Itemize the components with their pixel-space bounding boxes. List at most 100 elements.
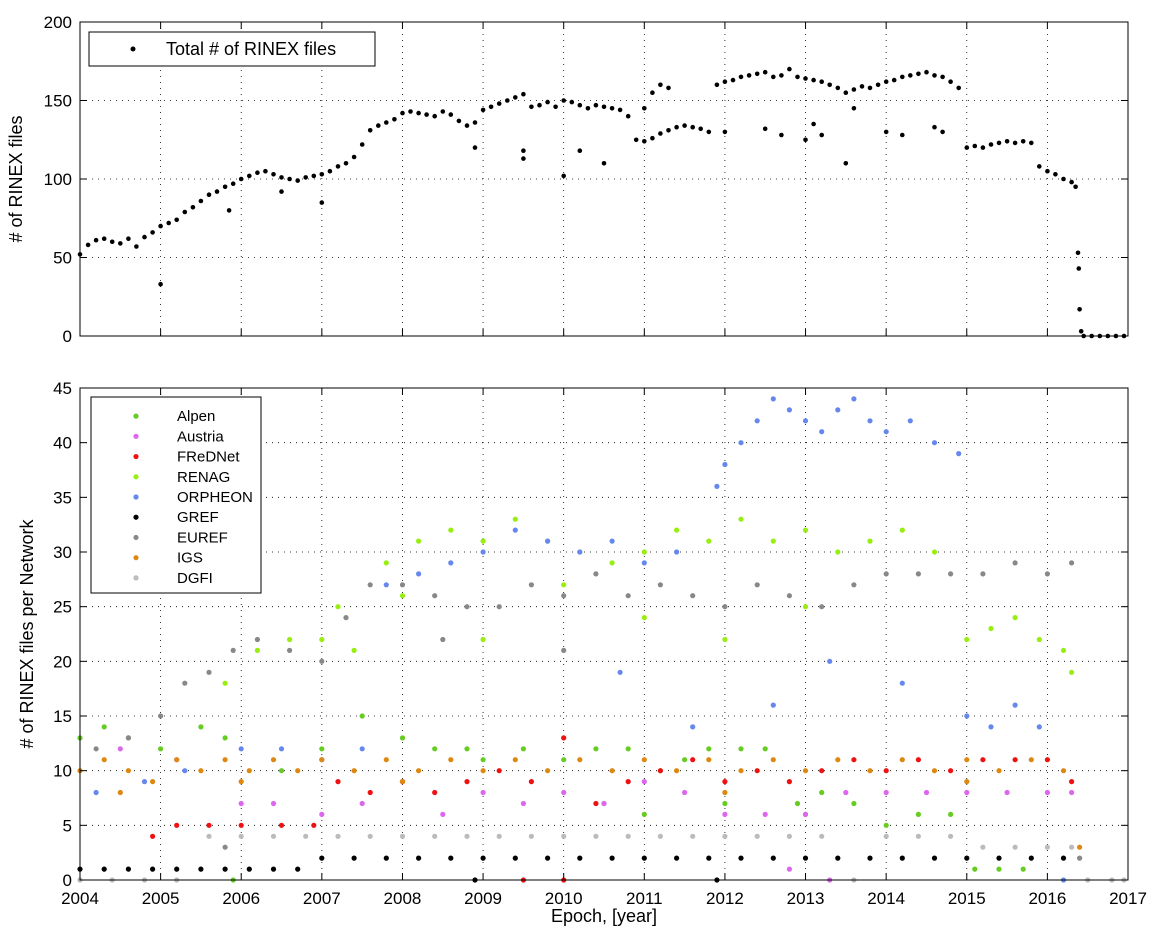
data-point <box>714 82 720 88</box>
data-point <box>802 811 809 818</box>
data-points <box>77 66 1127 339</box>
data-point <box>561 593 567 599</box>
data-point <box>593 571 599 577</box>
data-point <box>609 855 615 861</box>
data-point <box>505 98 510 103</box>
data-point <box>867 418 873 424</box>
data-point <box>101 236 107 241</box>
data-point <box>399 779 406 785</box>
data-point <box>528 779 535 785</box>
data-point <box>609 538 615 544</box>
data-point <box>512 527 518 533</box>
data-point <box>1044 844 1050 850</box>
data-point <box>150 779 156 785</box>
data-point <box>964 789 970 796</box>
data-point <box>1076 266 1082 271</box>
data-point <box>738 74 744 80</box>
data-point <box>174 866 180 872</box>
data-point <box>109 239 115 245</box>
data-point <box>367 789 373 796</box>
data-point <box>641 855 647 861</box>
data-point <box>440 811 446 818</box>
data-point <box>642 106 647 111</box>
data-point <box>561 757 567 763</box>
data-point <box>940 74 945 80</box>
data-point <box>222 184 228 190</box>
y-tick-label: 40 <box>53 434 72 453</box>
data-point <box>931 855 938 861</box>
data-point <box>633 137 639 143</box>
data-point <box>472 120 478 125</box>
data-point <box>319 811 325 818</box>
data-point <box>399 735 406 741</box>
legend-label: RENAG <box>177 469 230 486</box>
y-tick-label: 10 <box>53 762 72 781</box>
data-point <box>472 145 478 150</box>
data-point <box>931 768 938 774</box>
data-point <box>118 241 123 246</box>
data-point <box>891 77 897 83</box>
data-point <box>980 145 986 150</box>
data-point <box>980 757 986 763</box>
data-point <box>1060 647 1067 654</box>
data-point <box>948 79 953 84</box>
data-point <box>1060 855 1067 861</box>
x-tick-label: 2005 <box>142 889 180 908</box>
chart-bottom: 2004 2005 2006 2007 2008 2009 2010 2011 2012 2013… <box>17 379 1147 926</box>
y-tick-label: 0 <box>63 871 72 890</box>
data-point <box>843 90 849 95</box>
data-point <box>1053 172 1058 177</box>
data-point <box>254 647 260 654</box>
data-point <box>335 779 341 785</box>
data-point <box>988 625 994 632</box>
data-point <box>206 669 212 675</box>
data-point <box>416 571 422 577</box>
data-point <box>682 757 688 763</box>
data-point <box>601 161 607 166</box>
data-point <box>883 833 889 839</box>
data-point <box>246 866 252 872</box>
data-point <box>1012 844 1018 850</box>
data-point <box>561 833 567 839</box>
data-point <box>802 527 809 533</box>
data-point <box>343 615 349 621</box>
series-orpheon <box>93 396 1067 883</box>
data-point <box>722 800 728 807</box>
data-point <box>488 104 494 110</box>
data-point <box>238 800 244 807</box>
data-point <box>520 800 527 807</box>
data-point <box>706 855 712 861</box>
data-point <box>367 582 373 588</box>
data-point <box>496 833 502 839</box>
data-point <box>1078 329 1084 334</box>
data-point <box>198 724 204 730</box>
data-point <box>383 855 389 861</box>
data-point <box>561 98 566 103</box>
data-point <box>988 724 994 730</box>
series-gref <box>77 855 1067 883</box>
data-point <box>359 746 365 752</box>
data-point <box>851 396 857 402</box>
legend-label: IGS <box>177 550 203 567</box>
data-point <box>996 855 1002 861</box>
data-point <box>416 768 422 774</box>
data-point <box>1036 636 1042 643</box>
data-point <box>577 757 583 763</box>
data-point <box>851 582 857 588</box>
data-point <box>641 615 647 621</box>
data-point <box>1012 702 1018 708</box>
data-point <box>641 549 647 555</box>
y-tick-label: 200 <box>44 13 72 32</box>
data-point <box>1069 779 1075 785</box>
data-point <box>480 855 486 861</box>
data-point <box>609 106 615 111</box>
data-point <box>593 800 599 807</box>
data-point <box>883 79 889 84</box>
x-tick-label: 2013 <box>787 889 825 908</box>
data-point <box>496 604 502 610</box>
x-tick-label: 2004 <box>61 889 99 908</box>
legend-label: DGFI <box>177 570 213 587</box>
x-tick-label: 2011 <box>626 889 663 908</box>
data-point <box>480 636 486 643</box>
data-point <box>1012 140 1018 146</box>
